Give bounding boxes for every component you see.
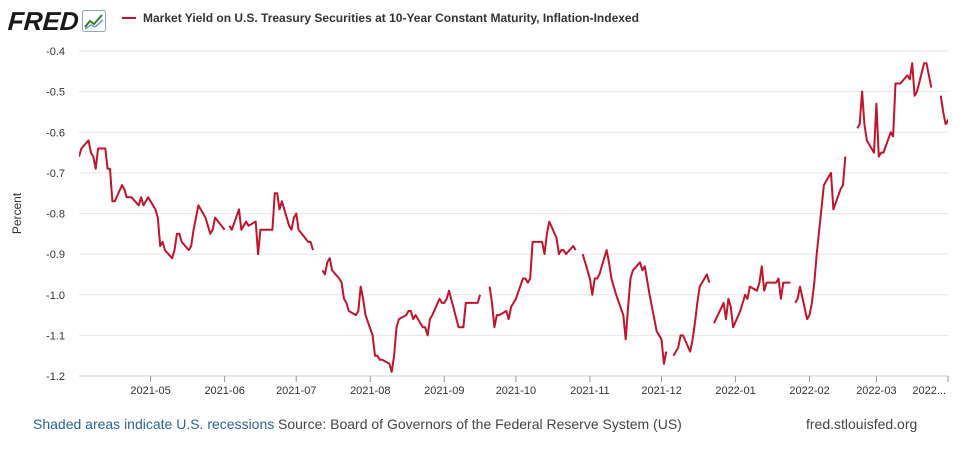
series-line-segment (856, 62, 933, 158)
y-tick-label: -0.4 (46, 46, 65, 58)
series-line-segment (939, 95, 948, 126)
source-text: Source: Board of Governors of the Federa… (278, 416, 682, 432)
graph-icon (81, 10, 106, 32)
y-tick-label: -1.2 (46, 371, 65, 383)
fred-logo[interactable]: FRED (7, 6, 106, 36)
y-tick-label: -0.7 (46, 168, 65, 180)
series-line-segment (321, 257, 482, 373)
x-tick-label: 2021-08 (350, 385, 390, 397)
x-tick-label: 2021-11 (570, 385, 610, 397)
series-line-segment (581, 249, 668, 365)
x-tick-label: 2022-01 (715, 385, 755, 397)
y-tick-label: -0.5 (46, 87, 65, 99)
series-line-segment (672, 273, 711, 357)
x-tick-label: 2021-12 (641, 385, 681, 397)
legend-label: Market Yield on U.S. Treasury Securities… (143, 11, 639, 25)
x-tick-label: 2021-09 (424, 385, 464, 397)
x-tick-label: 2021-10 (496, 385, 536, 397)
series-line-segment (488, 220, 577, 329)
y-tick-label: -1.1 (46, 330, 65, 342)
y-tick-label: -0.9 (46, 249, 65, 261)
series-line-segment (794, 156, 847, 321)
y-axis-label: Percent (10, 192, 24, 234)
x-tick-label: 2022-03 (856, 385, 896, 397)
x-tick-label: 2021-05 (130, 385, 170, 397)
legend-swatch (122, 17, 136, 19)
y-tick-label: -0.8 (46, 209, 65, 221)
recession-note-link[interactable]: Shaded areas indicate U.S. recessions (33, 416, 275, 432)
x-tick-label: 2021-06 (204, 385, 244, 397)
series-line-segment (79, 139, 226, 260)
series-line-segment (713, 265, 791, 329)
x-tick-label: 2022... (912, 385, 946, 397)
y-tick-label: -1.0 (46, 290, 65, 302)
y-tick-label: -0.6 (46, 127, 65, 139)
site-url[interactable]: fred.stlouisfed.org (806, 416, 918, 432)
x-tick-label: 2021-07 (276, 385, 316, 397)
x-tick-label: 2022-02 (789, 385, 829, 397)
chart-legend: Market Yield on U.S. Treasury Securities… (122, 11, 639, 25)
series-line-segment (228, 192, 314, 256)
